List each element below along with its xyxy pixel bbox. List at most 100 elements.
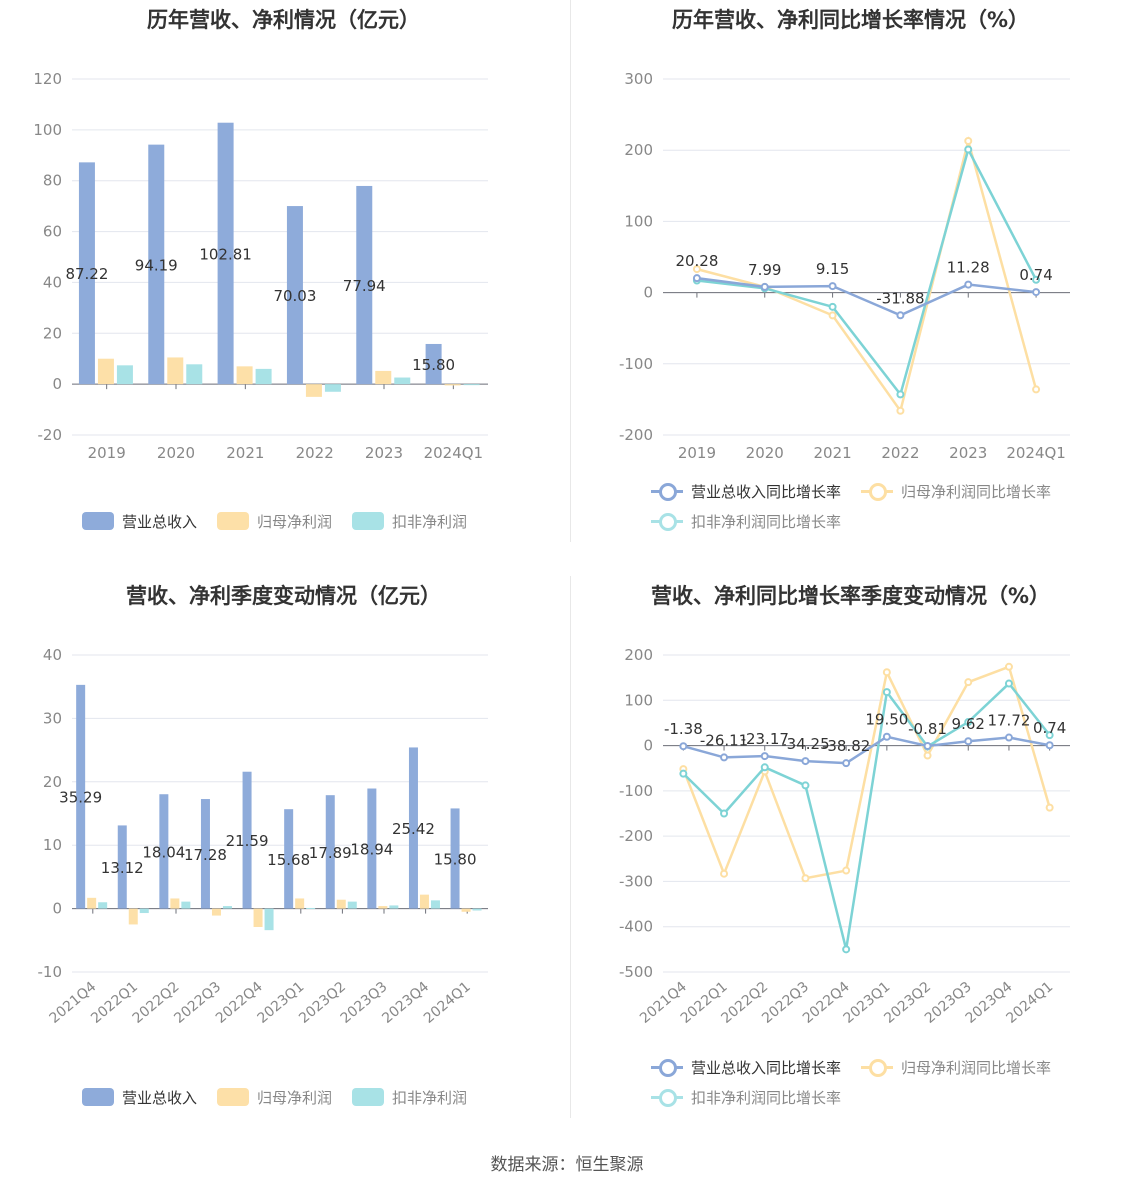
legend-swatch	[651, 1088, 683, 1107]
point-profit-growth	[801, 874, 810, 883]
y-tick-label: -10	[38, 963, 63, 981]
bar-revenue	[286, 206, 303, 385]
data-label: 17.89	[309, 844, 352, 862]
y-tick-label: -200	[619, 827, 653, 845]
legend-label: 扣非净利润	[392, 512, 468, 531]
point-revenue-growth	[896, 311, 905, 320]
bar-revenue	[78, 162, 95, 385]
bar-revenue	[148, 144, 165, 385]
chart-title: 营收、净利季度变动情况（亿元）	[126, 584, 441, 608]
legend-item-profit-growth[interactable]: 归母净利润同比增长率	[861, 476, 1051, 506]
bar-revenue	[408, 747, 418, 909]
y-tick-label: 60	[43, 223, 62, 241]
bar-revenue	[356, 185, 373, 385]
data-label: 35.29	[59, 789, 102, 807]
x-tick-label: 2023	[365, 444, 403, 462]
bar-net-profit	[305, 384, 322, 397]
bar-adj-profit	[394, 377, 411, 385]
point-revenue-growth	[842, 759, 851, 768]
bar-revenue	[117, 825, 127, 909]
point-adj-growth	[896, 390, 905, 399]
bar-adj-profit	[324, 384, 341, 392]
data-label: -26.11	[700, 731, 748, 749]
series-line-revenue-growth	[696, 276, 1037, 317]
legend-swatch	[861, 482, 894, 501]
y-tick-label: 0	[643, 737, 653, 755]
data-label: 15.68	[267, 851, 310, 869]
y-tick-label: 100	[33, 121, 62, 139]
chart-title: 营收、净利同比增长率季度变动情况（%）	[650, 584, 1051, 608]
legend-label: 营业总收入	[122, 1088, 198, 1107]
data-label: 77.94	[343, 277, 386, 295]
data-label: -1.38	[664, 720, 703, 738]
bar-revenue	[200, 799, 210, 909]
data-label: 7.99	[748, 261, 781, 279]
legend-label: 归母净利润同比增长率	[901, 482, 1052, 501]
point-revenue-growth	[1004, 733, 1013, 742]
y-tick-label: 10	[43, 836, 62, 854]
data-label: 9.62	[952, 715, 985, 733]
x-tick-label: 2024Q1	[424, 444, 484, 462]
point-revenue-growth	[1045, 741, 1054, 750]
bar-adj-profit	[116, 365, 133, 385]
bar-net-profit	[211, 908, 221, 916]
legend-item-net-profit[interactable]: 归母净利润	[217, 1082, 332, 1112]
legend-swatch	[352, 512, 385, 530]
bar-adj-profit	[306, 907, 316, 909]
point-adj-growth	[964, 718, 973, 727]
series-line-adj-growth	[682, 681, 1051, 950]
point-profit-growth	[896, 406, 905, 415]
legend-item-net-profit[interactable]: 归母净利润	[217, 506, 332, 536]
point-profit-growth	[1004, 662, 1013, 671]
legend-item-adj-profit[interactable]: 扣非净利润	[352, 506, 467, 536]
bar-revenue	[159, 794, 169, 909]
data-label: 21.59	[226, 832, 269, 850]
y-tick-label: 40	[43, 646, 62, 664]
legend-item-revenue[interactable]: 营业总收入	[82, 506, 197, 536]
point-profit-growth	[720, 869, 729, 878]
legend: 营业总收入同比增长率 归母净利润同比增长率 扣非净利润同比增长率	[651, 1052, 1121, 1112]
y-tick-label: 40	[43, 273, 62, 291]
quarterly-growth-panel: 营收、净利同比增长率季度变动情况（%） -500 -400 -300 -200 -100…	[567, 576, 1134, 1152]
legend-item-adj-growth[interactable]: 扣非净利润同比增长率	[651, 1082, 841, 1112]
data-label: 20.28	[675, 252, 718, 270]
legend-item-adj-profit[interactable]: 扣非净利润	[352, 1082, 467, 1112]
data-label: 18.04	[142, 843, 185, 861]
bar-revenue	[76, 684, 86, 909]
data-label: 17.72	[987, 712, 1030, 730]
legend: 营业总收入 归母净利润 扣非净利润	[82, 1082, 487, 1112]
legend-label: 归母净利润	[257, 512, 333, 531]
bar-revenue	[325, 795, 335, 909]
legend: 营业总收入 归母净利润 扣非净利润	[82, 506, 487, 536]
point-profit-growth	[964, 678, 973, 687]
data-label: 17.28	[184, 846, 227, 864]
y-tick-label: 80	[43, 172, 62, 190]
x-tick-label: 2021	[226, 444, 264, 462]
data-label: -38.82	[822, 737, 870, 755]
bar-net-profit	[419, 894, 429, 909]
y-tick-label: 0	[643, 284, 653, 302]
legend-label: 营业总收入	[122, 512, 198, 531]
x-tick-label: 2019	[88, 444, 126, 462]
annual-revenue-profit-panel: 历年营收、净利情况（亿元） -20 0 20 40 60 80 100 120 2019 2020…	[0, 0, 567, 576]
y-tick-label: 200	[624, 646, 653, 664]
point-revenue-growth	[882, 732, 891, 741]
legend-item-revenue-growth[interactable]: 营业总收入同比增长率	[651, 1052, 841, 1082]
bar-revenue	[450, 808, 460, 909]
data-label: 0.74	[1019, 266, 1052, 284]
point-profit-growth	[828, 311, 837, 320]
x-tick-label: 2021	[813, 444, 851, 462]
legend-label: 扣非净利润同比增长率	[691, 512, 842, 531]
point-revenue-growth	[923, 741, 932, 750]
bar-adj-profit	[181, 901, 191, 909]
point-profit-growth	[1045, 803, 1054, 812]
y-tick-label: -500	[619, 963, 653, 981]
y-tick-label: -400	[619, 918, 653, 936]
legend-item-revenue[interactable]: 营业总收入	[82, 1082, 197, 1112]
data-label: 15.80	[434, 851, 477, 869]
legend-swatch	[651, 512, 683, 531]
bar-net-profit	[167, 357, 184, 385]
legend-item-revenue-growth[interactable]: 营业总收入同比增长率	[651, 476, 841, 506]
legend-item-adj-growth[interactable]: 扣非净利润同比增长率	[651, 506, 841, 536]
legend-item-profit-growth[interactable]: 归母净利润同比增长率	[861, 1052, 1051, 1082]
